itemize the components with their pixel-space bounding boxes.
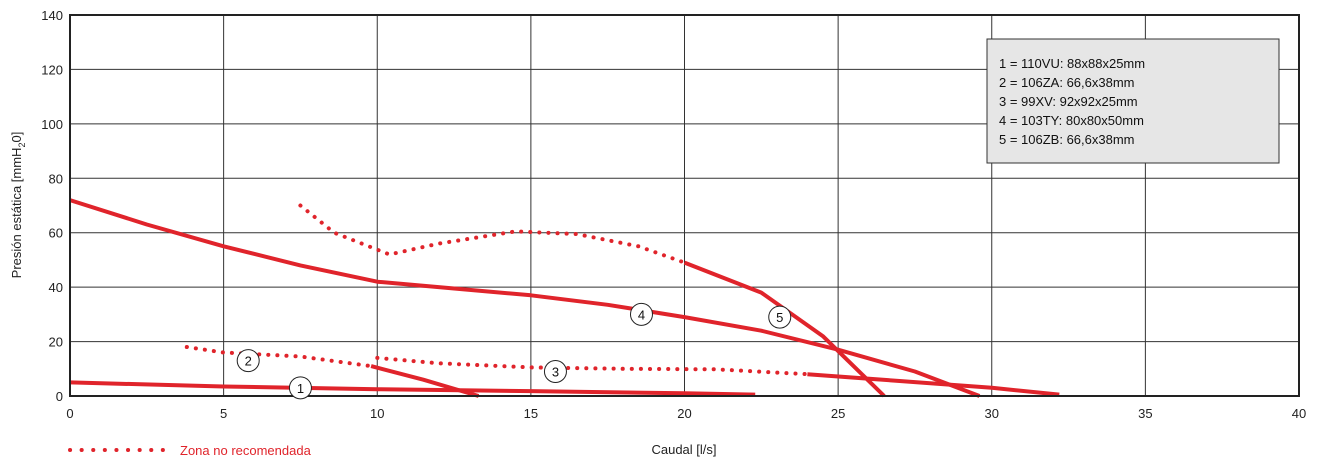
series-3-not-recommended bbox=[375, 355, 810, 377]
series-4-marker-label: 4 bbox=[638, 307, 645, 322]
series-lines bbox=[69, 198, 1060, 398]
x-tick-label: 0 bbox=[66, 406, 73, 421]
x-axis-title: Caudal [l/s] bbox=[651, 442, 716, 457]
legend-entry-5: 5 = 106ZB: 66,6x38mm bbox=[999, 132, 1135, 147]
y-tick-label: 20 bbox=[49, 335, 63, 350]
x-tick-label: 30 bbox=[985, 406, 999, 421]
series-1-marker-label: 1 bbox=[297, 381, 304, 396]
series-4-marker bbox=[629, 302, 653, 326]
series-3-marker bbox=[543, 360, 567, 384]
x-tick-label: 25 bbox=[831, 406, 845, 421]
y-tick-label: 120 bbox=[41, 62, 63, 77]
y-tick-label: 100 bbox=[41, 117, 63, 132]
series-4-curve bbox=[69, 198, 981, 398]
series-1-curve bbox=[69, 380, 756, 397]
series-5-not-recommended bbox=[298, 203, 687, 265]
legend-entry-2: 2 = 106ZA: 66,6x38mm bbox=[999, 75, 1135, 90]
series-5-curve bbox=[683, 260, 886, 398]
x-tick-label: 35 bbox=[1138, 406, 1152, 421]
series-2-not-recommended bbox=[184, 345, 374, 369]
series-2-curve bbox=[370, 364, 480, 398]
y-tick-label: 60 bbox=[49, 226, 63, 241]
legend-box bbox=[986, 38, 1280, 164]
series-1-marker bbox=[288, 376, 312, 400]
legend-entry-1: 1 = 110VU: 88x88x25mm bbox=[999, 56, 1145, 71]
x-tick-label: 15 bbox=[524, 406, 538, 421]
x-tick-label: 20 bbox=[677, 406, 691, 421]
x-tick-label: 10 bbox=[370, 406, 384, 421]
y-axis-title: Presión estática [mmH20] bbox=[9, 132, 27, 279]
x-tick-label: 5 bbox=[220, 406, 227, 421]
series-2-marker-label: 2 bbox=[245, 354, 252, 369]
not-recommended-label: Zona no recomendada bbox=[180, 443, 312, 458]
y-tick-label: 140 bbox=[41, 8, 63, 23]
series-2-marker bbox=[236, 349, 260, 373]
series-3-marker-label: 3 bbox=[552, 365, 559, 380]
legend: 1 = 110VU: 88x88x25mm 2 = 106ZA: 66,6x38… bbox=[986, 38, 1280, 164]
series-5-marker-label: 5 bbox=[776, 310, 783, 325]
x-tick-label: 40 bbox=[1292, 406, 1306, 421]
series-markers: 1 2 3 4 5 bbox=[236, 302, 792, 400]
y-tick-label: 80 bbox=[49, 171, 63, 186]
legend-entry-4: 4 = 103TY: 80x80x50mm bbox=[999, 113, 1144, 128]
not-recommended-legend: Zona no recomendada bbox=[68, 443, 312, 458]
series-5-marker bbox=[768, 305, 792, 329]
legend-entry-3: 3 = 99XV: 92x92x25mm bbox=[999, 94, 1138, 109]
plot-frame bbox=[69, 14, 1300, 397]
y-tick-label: 40 bbox=[49, 280, 63, 295]
y-tick-label: 0 bbox=[56, 389, 63, 404]
